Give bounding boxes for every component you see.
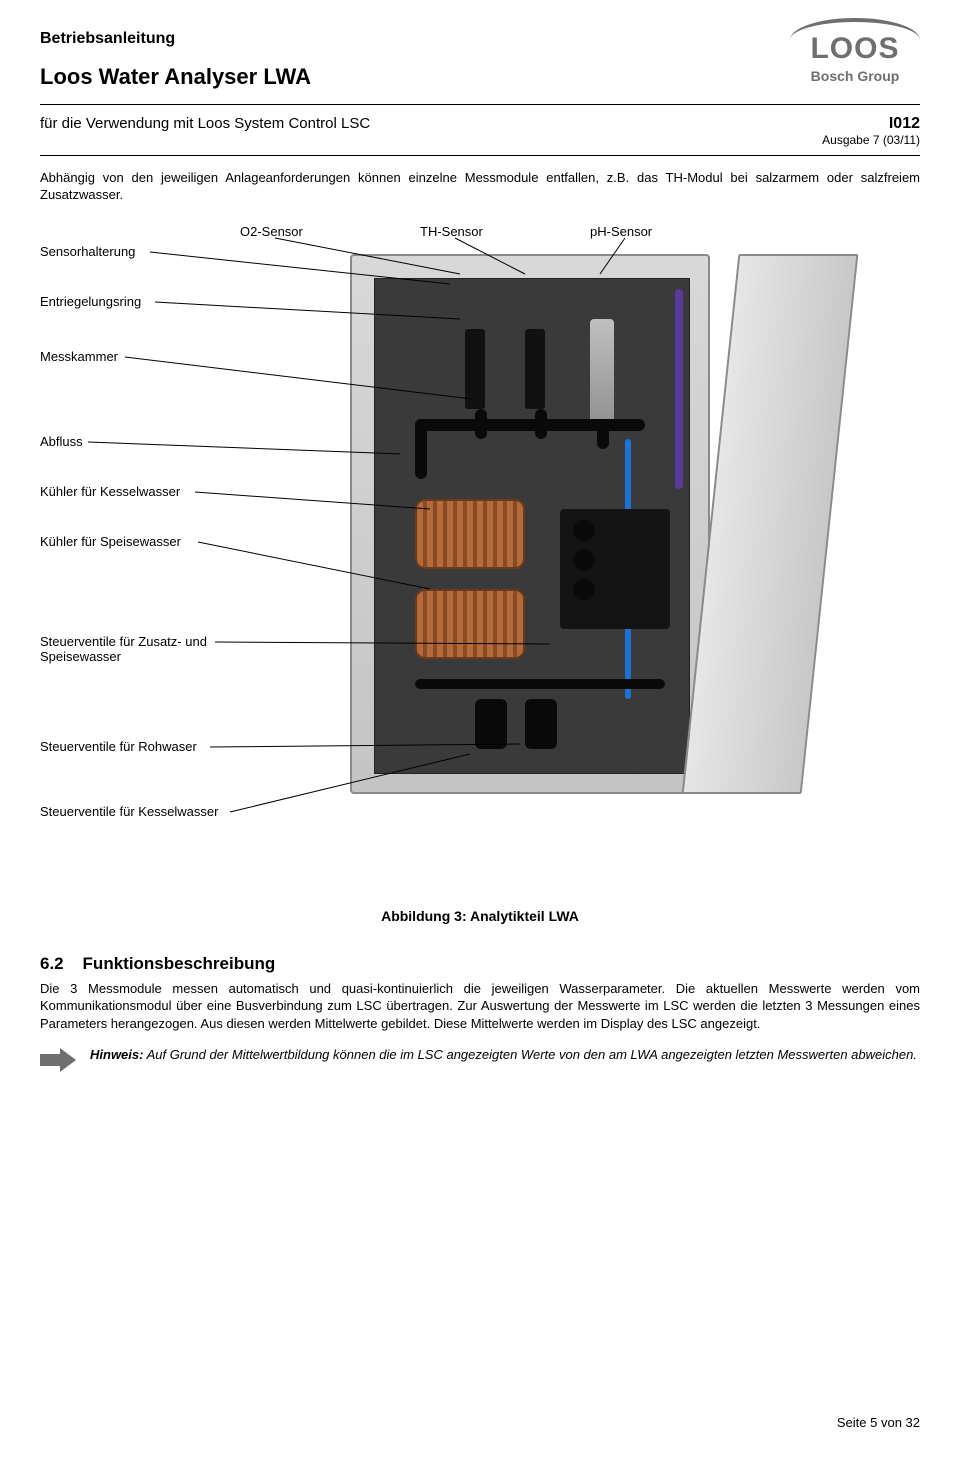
diagram-figure: O2-Sensor TH-Sensor pH-Sensor [40, 214, 920, 904]
subheader-row: für die Verwendung mit Loos System Contr… [40, 115, 920, 147]
divider-top [40, 104, 920, 105]
drain-pipe [415, 419, 427, 479]
cooler-boiler-water [415, 499, 525, 569]
note-text: Hinweis: Auf Grund der Mittelwertbildung… [90, 1046, 917, 1064]
note-label: Hinweis: [90, 1047, 143, 1062]
section-title: Funktionsbeschreibung [83, 954, 276, 973]
bottom-valve-1 [475, 699, 507, 749]
th-sensor-part [525, 329, 545, 409]
header-line2: Loos Water Analyser LWA [40, 64, 920, 90]
subhead-left: für die Verwendung mit Loos System Contr… [40, 115, 370, 132]
callout-label: Entriegelungsring [40, 294, 141, 309]
doc-header: Betriebsanleitung Loos Water Analyser LW… [40, 30, 920, 90]
wire-purple [675, 289, 683, 489]
section-body: Die 3 Messmodule messen automatisch und … [40, 980, 920, 1033]
pipe-stub-1 [475, 409, 487, 439]
divider-sub [40, 155, 920, 156]
lower-pipe [415, 679, 665, 689]
intro-paragraph: Abhängig von den jeweiligen Anlageanford… [40, 170, 920, 204]
logo-main-text: LOOS [790, 34, 920, 64]
pipe-stub-3 [597, 419, 609, 449]
logo-sub-text: Bosch Group [790, 68, 920, 84]
figure-caption: Abbildung 3: Analytikteil LWA [40, 908, 920, 924]
callout-label: Kühler für Kesselwasser [40, 484, 180, 499]
callout-label: Abfluss [40, 434, 83, 449]
page-footer: Seite 5 von 32 [837, 1415, 920, 1430]
o2-sensor-part [465, 329, 485, 409]
cabinet-enclosure [350, 254, 710, 794]
brand-logo: LOOS Bosch Group [790, 18, 920, 84]
note-body: Auf Grund der Mittelwertbildung können d… [143, 1047, 916, 1062]
doc-code: I012 [822, 115, 920, 133]
cabinet-backplate [374, 278, 690, 774]
section-number: 6.2 [40, 954, 64, 973]
pipe-stub-2 [535, 409, 547, 439]
cooler-feed-water [415, 589, 525, 659]
label-th-sensor: TH-Sensor [420, 224, 483, 239]
callout-label: Kühler für Speisewasser [40, 534, 181, 549]
callout-label: Steuerventile für Rohwaser [40, 739, 197, 754]
bottom-valve-2 [525, 699, 557, 749]
arrow-right-icon [40, 1048, 76, 1072]
valve-knob-2 [573, 549, 595, 571]
ph-sensor-part [590, 319, 614, 429]
header-line1: Betriebsanleitung [40, 30, 920, 48]
label-o2-sensor: O2-Sensor [240, 224, 303, 239]
section-heading: 6.2 Funktionsbeschreibung [40, 954, 920, 974]
manifold-pipe [415, 419, 645, 431]
note-block: Hinweis: Auf Grund der Mittelwertbildung… [40, 1046, 920, 1072]
valve-knob-1 [573, 519, 595, 541]
doc-issue: Ausgabe 7 (03/11) [822, 133, 920, 147]
callout-label: Steuerventile für Kesselwasser [40, 804, 218, 819]
subhead-right: I012 Ausgabe 7 (03/11) [822, 115, 920, 147]
callout-label: Messkammer [40, 349, 118, 364]
callout-label: Sensorhalterung [40, 244, 135, 259]
valve-knob-3 [573, 579, 595, 601]
callout-label: Steuerventile für Zusatz- und Speisewass… [40, 634, 240, 664]
label-ph-sensor: pH-Sensor [590, 224, 652, 239]
